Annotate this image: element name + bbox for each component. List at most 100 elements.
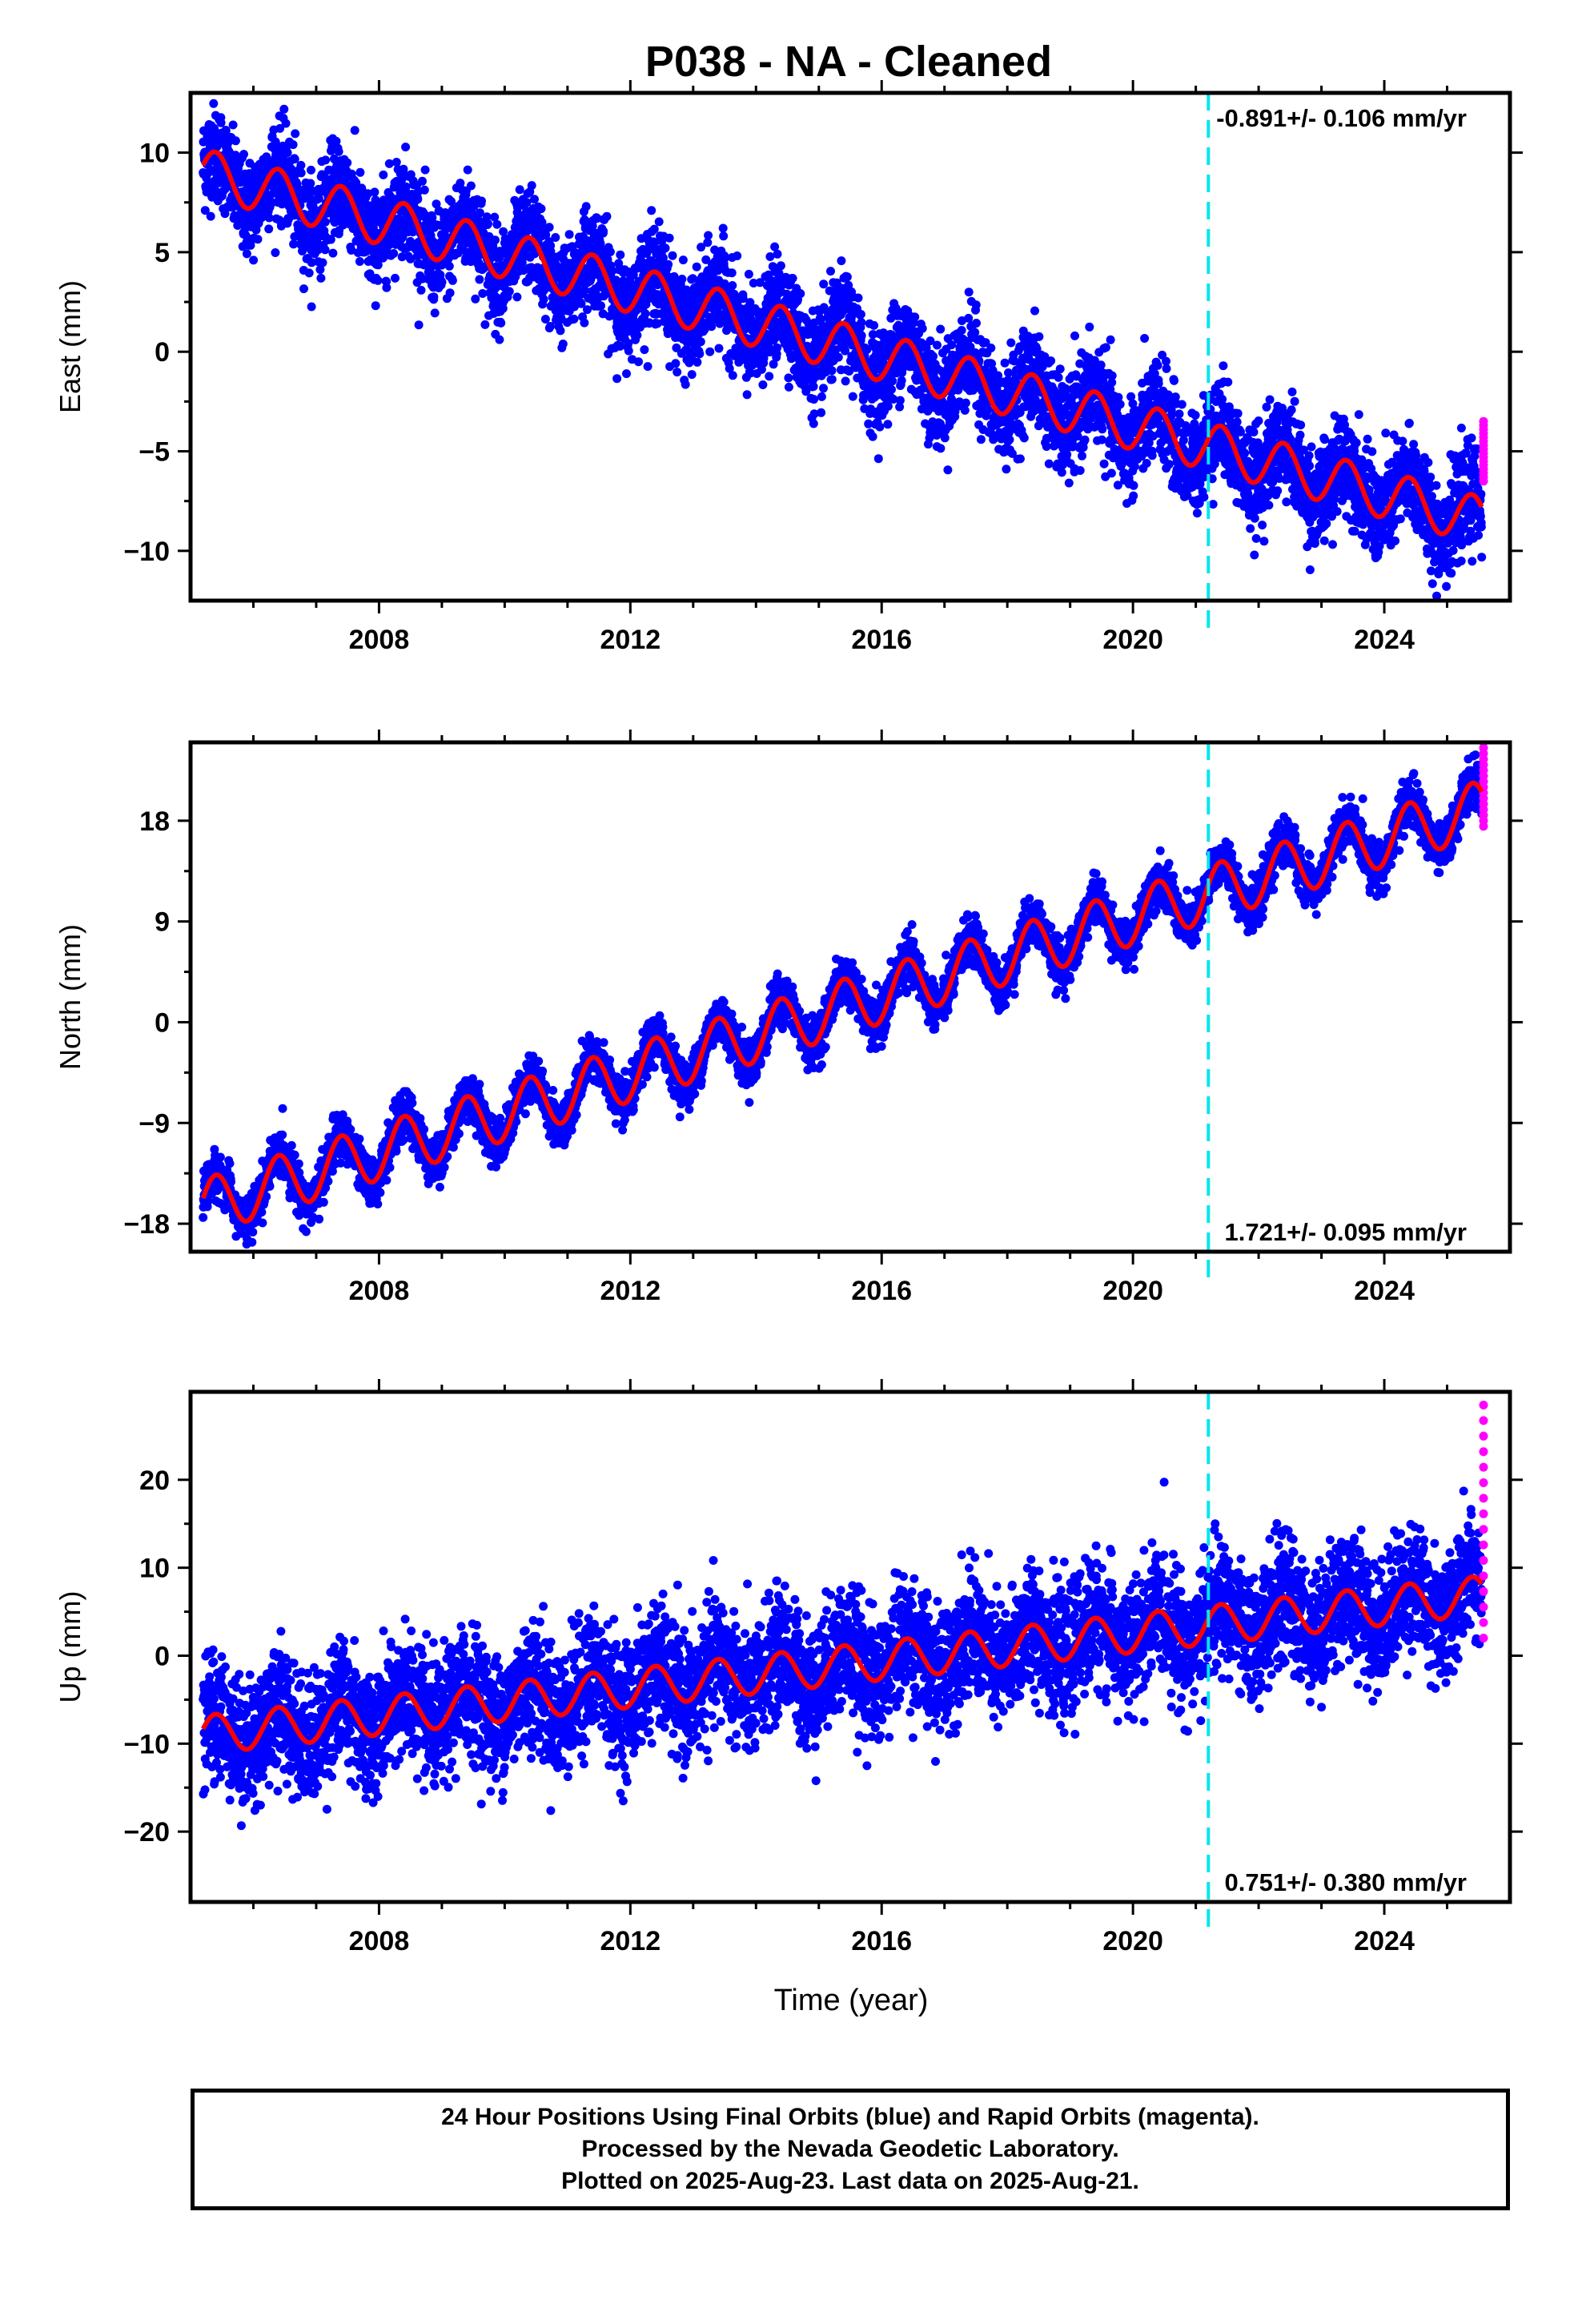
east-point [809,382,818,392]
east-point [326,235,335,244]
east-point [290,155,299,164]
east-point [432,199,441,209]
east-point [773,343,782,352]
east-point [580,285,589,295]
east-point [1174,409,1184,419]
east-point [875,422,885,432]
east-point [1002,464,1011,474]
east-point [720,254,729,263]
east-point [869,320,879,330]
chart-title: P038 - NA - Cleaned [645,38,1052,86]
east-point [318,258,327,267]
east-point [728,281,737,290]
east-point [1178,436,1188,445]
east-point [669,271,679,281]
east-point [447,197,456,207]
east-point [477,196,486,206]
east-point [418,176,427,186]
east-point [541,230,551,239]
east-point [976,435,986,444]
east-point [264,224,274,234]
east-point [649,224,659,234]
east-point [1034,332,1044,341]
east-point [842,272,852,282]
east-point [1106,335,1115,344]
east-point [288,140,298,150]
east-point [705,347,715,356]
east-point [399,164,408,174]
east-point [827,366,837,376]
east-point [612,374,622,384]
east-point [343,158,352,167]
east-point [647,206,656,215]
east-point [640,345,649,355]
east-point [382,283,391,292]
east-point [370,187,379,197]
east-point [1129,491,1138,501]
east-point [971,300,981,310]
east-point [545,322,555,331]
east-point [1000,358,1010,368]
east-point [1167,410,1177,420]
east-point [727,268,737,278]
east-point [456,179,465,188]
east-point [742,390,752,400]
east-point [321,155,331,165]
east-point [758,380,768,389]
east-point [382,277,391,286]
east-point [817,392,826,401]
east-point [391,273,400,283]
east-point [873,454,883,464]
east-point [848,392,857,401]
east-point [242,249,251,259]
east-point [307,302,316,312]
east-point [983,405,993,415]
east-point [216,118,226,127]
east-point [283,148,292,158]
east-point [1005,435,1014,444]
east-point [492,219,502,229]
east-point [496,318,506,328]
east-point [537,218,547,227]
east-point [363,189,373,199]
east-point [622,369,631,379]
east-point [1019,433,1029,443]
east-point [957,326,966,335]
east-point [291,129,300,139]
east-point [897,376,906,385]
east-point [539,295,548,304]
east-point [692,262,701,271]
east-point [1098,424,1107,434]
east-point [491,235,500,245]
east-point [320,217,330,227]
east-point [1054,372,1063,382]
east-point [484,219,492,228]
east-point [469,202,479,211]
east-point [1154,379,1163,388]
east-point [490,212,500,222]
east-point [1085,322,1094,332]
east-point [540,315,550,324]
east-point [677,275,687,283]
east-point [1097,435,1106,444]
east-point [498,304,508,313]
east-point [733,251,742,260]
east-point [704,231,713,240]
east-point [643,362,652,372]
east-point [1046,356,1056,366]
east-point [719,231,729,241]
east-point [681,380,690,389]
east-point [1192,509,1202,518]
east-point [819,279,829,289]
east-point [522,198,532,207]
east-point [373,275,383,285]
east-point [266,199,275,209]
east-point [296,160,306,170]
east-point [445,288,455,298]
east-point [350,126,359,135]
east-point [466,181,476,191]
east-point [334,147,343,156]
